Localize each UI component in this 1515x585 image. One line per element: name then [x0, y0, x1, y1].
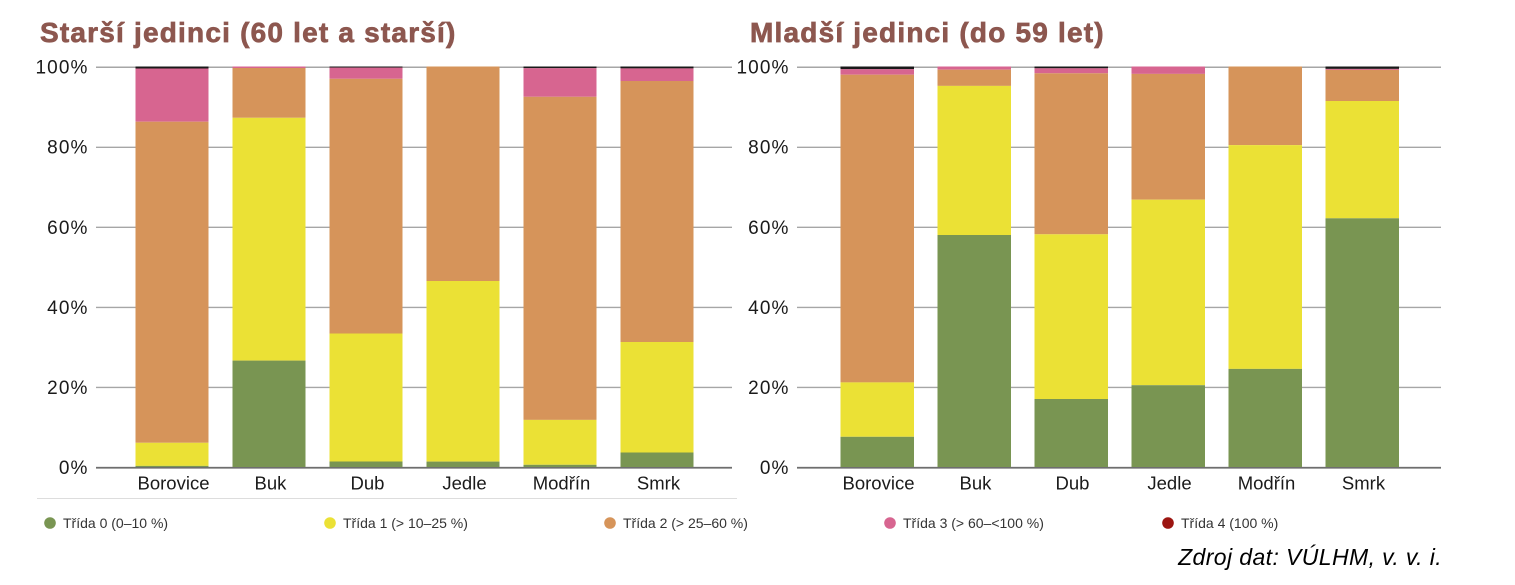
svg-text:Smrk: Smrk [637, 473, 681, 494]
svg-text:Smrk: Smrk [1342, 473, 1386, 494]
svg-text:Starší jedinci (60 let a starš: Starší jedinci (60 let a starší) [40, 17, 457, 48]
svg-text:Zdroj dat: VÚLHM, v. v. i.: Zdroj dat: VÚLHM, v. v. i. [1177, 544, 1442, 570]
svg-text:20%: 20% [47, 378, 88, 399]
svg-text:Třída 3 (> 60–<100 %): Třída 3 (> 60–<100 %) [903, 515, 1044, 531]
svg-text:Dub: Dub [1056, 473, 1090, 494]
svg-text:80%: 80% [748, 138, 789, 159]
svg-text:100%: 100% [737, 58, 790, 79]
svg-text:40%: 40% [47, 298, 88, 319]
svg-text:Borovice: Borovice [138, 473, 210, 494]
svg-text:Třída 4 (100 %): Třída 4 (100 %) [1181, 515, 1278, 531]
svg-text:0%: 0% [59, 458, 89, 479]
svg-text:Třída 0 (0–10 %): Třída 0 (0–10 %) [63, 515, 168, 531]
svg-text:Třída 2 (> 25–60 %): Třída 2 (> 25–60 %) [623, 515, 748, 531]
svg-text:100%: 100% [36, 58, 89, 79]
svg-text:Modřín: Modřín [533, 473, 591, 494]
svg-text:Modřín: Modřín [1238, 473, 1296, 494]
svg-text:Borovice: Borovice [843, 473, 915, 494]
svg-text:Mladší jedinci (do 59 let): Mladší jedinci (do 59 let) [750, 17, 1105, 48]
svg-text:Jedle: Jedle [442, 473, 486, 494]
svg-text:Třída 1 (> 10–25 %): Třída 1 (> 10–25 %) [343, 515, 468, 531]
svg-text:60%: 60% [748, 218, 789, 239]
svg-text:Dub: Dub [351, 473, 385, 494]
svg-text:0%: 0% [760, 458, 790, 479]
svg-text:40%: 40% [748, 298, 789, 319]
svg-text:Buk: Buk [960, 473, 993, 494]
svg-text:60%: 60% [47, 218, 88, 239]
svg-text:Buk: Buk [255, 473, 288, 494]
svg-text:Jedle: Jedle [1147, 473, 1191, 494]
svg-text:80%: 80% [47, 138, 88, 159]
svg-text:20%: 20% [748, 378, 789, 399]
